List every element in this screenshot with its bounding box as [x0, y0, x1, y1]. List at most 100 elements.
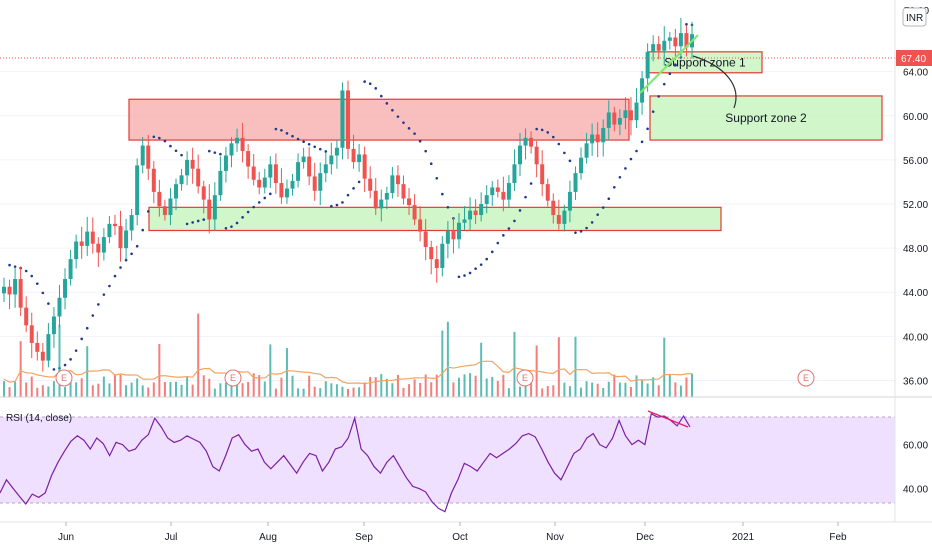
- candle-body: [262, 177, 267, 188]
- volume-bar: [452, 382, 455, 397]
- volume-bar: [446, 321, 449, 397]
- psar-dot: [219, 152, 222, 156]
- candle-body: [13, 279, 18, 295]
- volume-bar: [402, 387, 405, 397]
- candle-body: [290, 180, 295, 189]
- volume-bar: [285, 348, 288, 397]
- candle-body: [523, 137, 528, 146]
- psar-dot: [291, 134, 294, 138]
- candle-body: [651, 44, 656, 52]
- psar-dot: [424, 149, 427, 153]
- volume-bar: [64, 387, 67, 397]
- psar-dot: [640, 140, 644, 144]
- volume-bar: [302, 388, 305, 397]
- volume-bar: [646, 383, 649, 397]
- psar-dot: [152, 135, 156, 139]
- price-tick-label: 60.00: [903, 112, 928, 123]
- currency-badge[interactable]: [902, 7, 927, 27]
- rsi-band: [0, 417, 895, 503]
- candle-body: [174, 184, 178, 199]
- event-marker[interactable]: [224, 369, 242, 387]
- candle-body: [323, 164, 328, 174]
- price-tick-label: 52.00: [903, 200, 928, 211]
- psar-dot: [613, 186, 616, 189]
- psar-dot: [540, 128, 544, 132]
- volume-bar: [474, 375, 477, 397]
- candle-body: [451, 230, 456, 240]
- psar-dot: [263, 196, 267, 200]
- volume-bar: [408, 384, 411, 397]
- volume-bar: [635, 375, 638, 397]
- volume-bar: [197, 313, 200, 397]
- volume-bar: [424, 374, 427, 397]
- psar-dot: [180, 153, 183, 157]
- candle-body: [329, 155, 334, 165]
- psar-dot: [551, 135, 555, 139]
- psar-dot: [135, 244, 139, 248]
- volume-bar: [91, 385, 94, 397]
- psar-dot: [108, 284, 111, 288]
- psar-dot: [457, 275, 461, 279]
- psar-dot: [407, 127, 411, 130]
- time-tick-label: Sep: [355, 532, 373, 543]
- price-tick-label: 64.00: [903, 68, 928, 79]
- candle-body: [284, 188, 289, 198]
- candle-body: [118, 226, 123, 249]
- candle-body: [124, 230, 129, 249]
- volume-bar: [280, 377, 283, 397]
- candle-body: [407, 198, 412, 206]
- volume-bar: [596, 383, 599, 397]
- candle-body: [368, 178, 373, 191]
- rsi-divergence-line[interactable]: [647, 410, 689, 428]
- volume-bar: [52, 381, 55, 397]
- psar-dot: [618, 175, 622, 179]
- psar-dot: [257, 201, 261, 204]
- volume-bar: [297, 388, 300, 397]
- volume-bar: [258, 375, 261, 397]
- candle-body: [490, 187, 495, 196]
- volume-bar: [574, 336, 577, 397]
- price-axis[interactable]: 36.00 40.00 44.00 48.00 52.00 56.00 60.00 64.00: [903, 68, 928, 388]
- trend-line[interactable]: [639, 34, 699, 94]
- rsi-axis[interactable]: 40.00 60.00: [903, 441, 928, 496]
- volume-bar: [25, 382, 28, 397]
- psar-dot: [191, 221, 194, 224]
- volume-bar: [219, 383, 222, 397]
- candle-body: [456, 222, 461, 240]
- candle-body: [279, 183, 284, 198]
- event-marker[interactable]: [55, 369, 73, 387]
- psar-dot: [330, 204, 333, 208]
- psar-dot: [63, 363, 67, 367]
- psar-dot: [47, 302, 50, 305]
- event-marker[interactable]: [516, 369, 534, 387]
- volume-bar: [341, 386, 344, 397]
- candle-body: [74, 241, 79, 260]
- psar-dot: [313, 145, 317, 149]
- volume-bar: [441, 330, 444, 397]
- volume-bar: [202, 375, 205, 397]
- time-tick-label: Feb: [829, 532, 847, 543]
- candle-body: [484, 195, 489, 205]
- zone-resistance[interactable]: [128, 98, 630, 141]
- psar-dot: [518, 209, 522, 212]
- candle-body: [373, 190, 378, 209]
- rsi-indicator-label[interactable]: RSI (14, close): [6, 413, 72, 424]
- candle-body: [501, 191, 506, 200]
- candle-body: [251, 166, 256, 180]
- time-axis[interactable]: Jun Jul Aug Sep Oct Nov Dec 2021 Feb: [58, 522, 847, 543]
- volume-bars: [3, 313, 693, 397]
- psar-dot: [302, 140, 305, 144]
- volume-bar: [108, 383, 111, 397]
- volume-bar: [563, 382, 566, 397]
- psar-dot: [674, 63, 677, 67]
- zone-support[interactable]: [649, 95, 883, 141]
- psar-dot: [662, 82, 666, 86]
- rsi-tick-label: 40.00: [903, 485, 928, 496]
- event-marker[interactable]: [797, 369, 815, 387]
- zone-support[interactable]: [148, 206, 722, 232]
- candle-body: [545, 184, 550, 201]
- annotation-arrow[interactable]: [692, 55, 737, 109]
- volume-bar: [679, 385, 682, 397]
- psar-dot: [363, 80, 366, 83]
